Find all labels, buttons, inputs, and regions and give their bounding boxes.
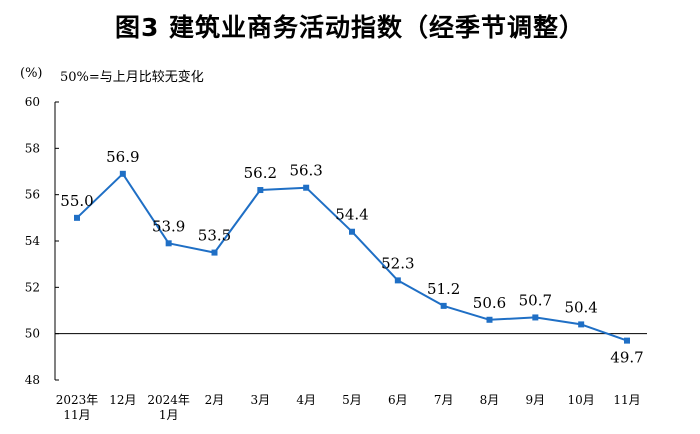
x-tick-label: 5月 <box>342 393 362 407</box>
y-tick-label: 50 <box>25 327 40 341</box>
reference-note: 50%=与上月比较无变化 <box>60 70 204 85</box>
data-label: 53.5 <box>198 227 231 245</box>
x-tick-label-line: 11月 <box>63 408 90 422</box>
y-axis-unit-label: (%) <box>20 66 43 81</box>
series-line-group <box>76 172 628 342</box>
data-label: 49.7 <box>610 349 643 367</box>
data-point <box>74 214 80 221</box>
x-tick-label: 11月 <box>613 393 640 407</box>
chart-title: 图3 建筑业商务活动指数（经季节调整） <box>114 13 586 42</box>
data-point <box>578 321 585 328</box>
data-label: 54.4 <box>335 206 368 224</box>
x-tick-label: 2月 <box>205 393 225 407</box>
data-point <box>486 316 493 323</box>
series-line <box>76 172 628 342</box>
x-tick-label-line: 2024年 <box>147 393 190 407</box>
data-labels: 55.0 56.9 53.9 53.5 56.2 56.3 54.4 52.3 51.2 50.6… <box>60 148 643 367</box>
data-point <box>349 228 355 235</box>
x-tick-label: 12月 <box>109 393 136 407</box>
y-tick-label: 52 <box>25 280 40 294</box>
data-label: 53.9 <box>152 217 185 235</box>
x-tick-label: 9月 <box>526 393 546 407</box>
data-label: 51.2 <box>427 280 460 298</box>
data-label: 50.4 <box>564 298 597 316</box>
data-point <box>211 249 218 256</box>
x-tick-label-line: 2023年 <box>56 393 99 407</box>
x-tick-label: 2023年 11月 <box>56 393 99 422</box>
y-tick-label: 54 <box>25 234 41 248</box>
data-point <box>303 184 310 191</box>
x-tick-label: 7月 <box>434 393 454 407</box>
x-tick-label: 4月 <box>296 393 316 407</box>
data-point <box>257 187 264 194</box>
x-tick-label-line: 1月 <box>159 408 179 422</box>
data-point <box>440 302 447 309</box>
data-label: 56.2 <box>244 164 277 182</box>
y-tick-label: 48 <box>25 373 40 387</box>
data-point <box>119 170 126 177</box>
y-tick-label: 56 <box>25 188 40 202</box>
x-tick-label: 2024年 1月 <box>147 393 190 422</box>
y-axis: 48 50 52 54 56 58 60 <box>25 95 59 387</box>
data-point <box>165 240 172 247</box>
x-tick-label: 6月 <box>388 393 408 407</box>
data-label: 56.9 <box>106 148 139 166</box>
data-label: 56.3 <box>289 162 322 180</box>
data-label: 52.3 <box>381 254 414 272</box>
data-point <box>394 277 401 284</box>
data-markers <box>74 170 630 344</box>
data-label: 50.6 <box>473 294 506 312</box>
y-tick-label: 58 <box>25 141 40 155</box>
data-point <box>532 314 539 321</box>
x-tick-label: 3月 <box>251 393 271 407</box>
data-label: 50.7 <box>519 291 552 309</box>
x-tick-label: 10月 <box>568 393 595 407</box>
data-label: 55.0 <box>60 192 93 210</box>
y-tick-label: 60 <box>25 95 40 109</box>
data-point <box>624 337 630 344</box>
x-tick-label: 8月 <box>480 393 500 407</box>
